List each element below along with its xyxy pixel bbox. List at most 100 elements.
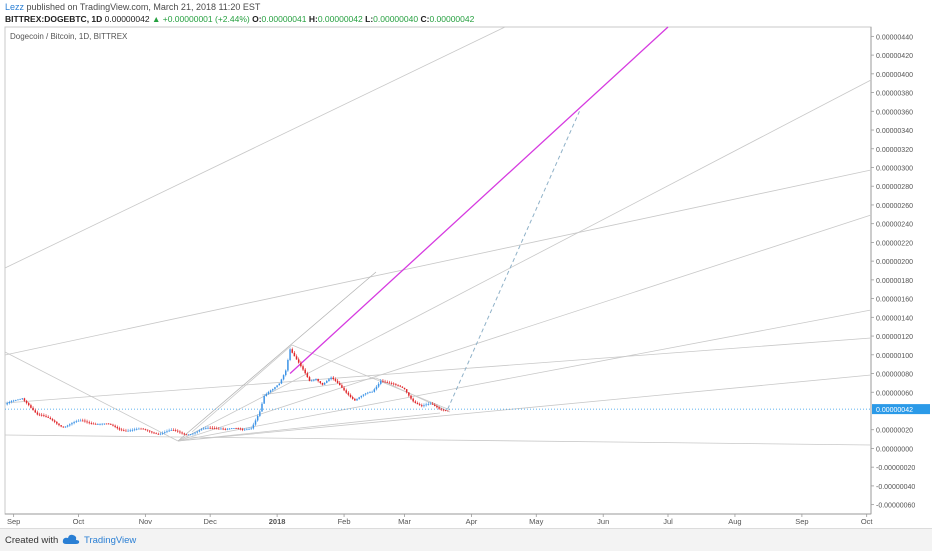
trend-line-3	[4, 434, 872, 446]
candle-body-190	[416, 402, 419, 405]
candle-body-65	[146, 429, 149, 431]
candle-body-183	[401, 386, 404, 388]
price-tick-label-2: 0.00000400	[876, 72, 913, 79]
candle-body-57	[129, 430, 132, 432]
candle-body-51	[116, 426, 119, 429]
price-tick-label-25: -0.00000060	[876, 503, 915, 510]
trend-line-6	[177, 309, 872, 442]
candle-body-98	[218, 428, 220, 430]
candle-body-152	[334, 379, 337, 381]
price-tick-label-3: 0.00000380	[876, 91, 913, 98]
candle-body-66	[148, 430, 151, 432]
footer-bar: Created with TradingView	[0, 528, 932, 551]
candle-body-50	[114, 425, 116, 427]
candle-body-75	[168, 430, 170, 432]
price-axis-labels[interactable]: 0.00000440 0.00000420 0.00000400 0.00000380…	[871, 34, 930, 510]
candle-body-93	[207, 427, 209, 429]
time-tick-label-6: Mar	[398, 517, 411, 526]
candle-body-127	[280, 379, 283, 384]
candle-body-6	[19, 398, 21, 400]
candle-body-175	[384, 381, 386, 383]
candle-body-203	[444, 410, 447, 411]
price-tick-label-16: 0.00000120	[876, 334, 913, 341]
candle-body-35	[81, 420, 84, 422]
candle-body-52	[118, 428, 121, 430]
price-tick-label-13: 0.00000180	[876, 278, 913, 285]
candle-body-18	[45, 415, 47, 417]
candle-body-78	[174, 430, 177, 432]
time-axis-labels[interactable]: Sep Oct Nov Dec 2018 Feb Mar Apr May Jun Jul Aug Sep…	[7, 514, 873, 526]
author-link[interactable]: Lezz	[5, 2, 25, 12]
close-value: 0.00000042	[429, 14, 475, 24]
tradingview-brand-link[interactable]: TradingView	[84, 535, 137, 546]
plot-area[interactable]	[4, 26, 872, 515]
candle-body-7	[21, 398, 24, 400]
close-label: C:	[420, 14, 430, 24]
candle-body-202	[442, 409, 445, 411]
candle-body-76	[170, 429, 173, 431]
candle-body-97	[215, 428, 218, 430]
created-with-text: Created with	[5, 535, 59, 546]
candle-body-68	[153, 432, 155, 434]
symbol-label: BITTREX:DOGEBTC, 1D	[5, 14, 103, 24]
candle-body-143	[315, 378, 317, 380]
candle-body-199	[436, 405, 438, 408]
candle-body-71	[159, 433, 162, 435]
price-tick-label-8: 0.00000280	[876, 184, 913, 191]
candle-body-192	[421, 405, 423, 407]
candle-body-168	[369, 392, 371, 393]
price-chart[interactable]: Dogecoin / Bitcoin, 1D, BITTREX 0.000004…	[0, 0, 932, 528]
candle-body-116	[256, 416, 259, 421]
candle-body-99	[220, 428, 222, 430]
dashed-projection-line	[447, 111, 580, 410]
candle-body-150	[330, 377, 332, 380]
candle-body-55	[125, 430, 127, 432]
candle-body-186	[408, 392, 410, 396]
price-tick-label-17: 0.00000100	[876, 353, 913, 360]
candle-body-45	[103, 423, 106, 425]
candle-body-16	[40, 414, 43, 416]
candle-body-204	[446, 410, 449, 412]
candle-body-173	[380, 380, 382, 384]
candles-layer	[6, 347, 449, 436]
candle-body-36	[84, 420, 86, 422]
candle-body-144	[317, 378, 319, 382]
candle-body-119	[263, 396, 265, 404]
candle-body-130	[287, 359, 289, 371]
trend-lines-layer	[4, 26, 872, 446]
candle-body-167	[367, 392, 369, 394]
candle-body-101	[224, 428, 227, 430]
trend-line-10	[291, 344, 451, 411]
candle-body-82	[183, 433, 186, 435]
candle-body-79	[177, 430, 179, 432]
price-tick-label-21: 0.00000020	[876, 428, 913, 435]
candle-body-117	[259, 411, 261, 417]
candle-body-174	[382, 380, 384, 382]
candle-body-136	[300, 362, 302, 367]
candle-body-83	[185, 434, 188, 436]
price-tick-label-7: 0.00000300	[876, 165, 913, 172]
candle-body-80	[179, 431, 181, 433]
candle-body-112	[248, 428, 250, 430]
tradingview-cloud-icon[interactable]	[62, 534, 80, 546]
trend-line-0	[4, 26, 506, 269]
candle-body-81	[181, 432, 183, 434]
candle-body-21	[51, 419, 54, 421]
candle-body-176	[386, 382, 389, 384]
candle-body-185	[405, 389, 408, 393]
candle-body-106	[235, 428, 237, 429]
symbol-info: BITTREX:DOGEBTC, 1D 0.00000042 ▲ +0.0000…	[5, 14, 474, 24]
candle-body-120	[265, 393, 268, 397]
candle-body-146	[321, 383, 324, 385]
candle-body-85	[189, 434, 192, 435]
candle-body-148	[326, 380, 328, 383]
candle-body-165	[362, 394, 365, 396]
candle-body-37	[86, 421, 88, 423]
candle-body-17	[43, 415, 45, 417]
candle-body-47	[107, 423, 110, 425]
last-price-tick-label: 0.00000042	[876, 407, 913, 414]
price-tick-label-15: 0.00000140	[876, 315, 913, 322]
candle-body-34	[79, 420, 82, 422]
time-tick-label-11: Aug	[728, 517, 741, 526]
candle-body-133	[293, 352, 296, 357]
